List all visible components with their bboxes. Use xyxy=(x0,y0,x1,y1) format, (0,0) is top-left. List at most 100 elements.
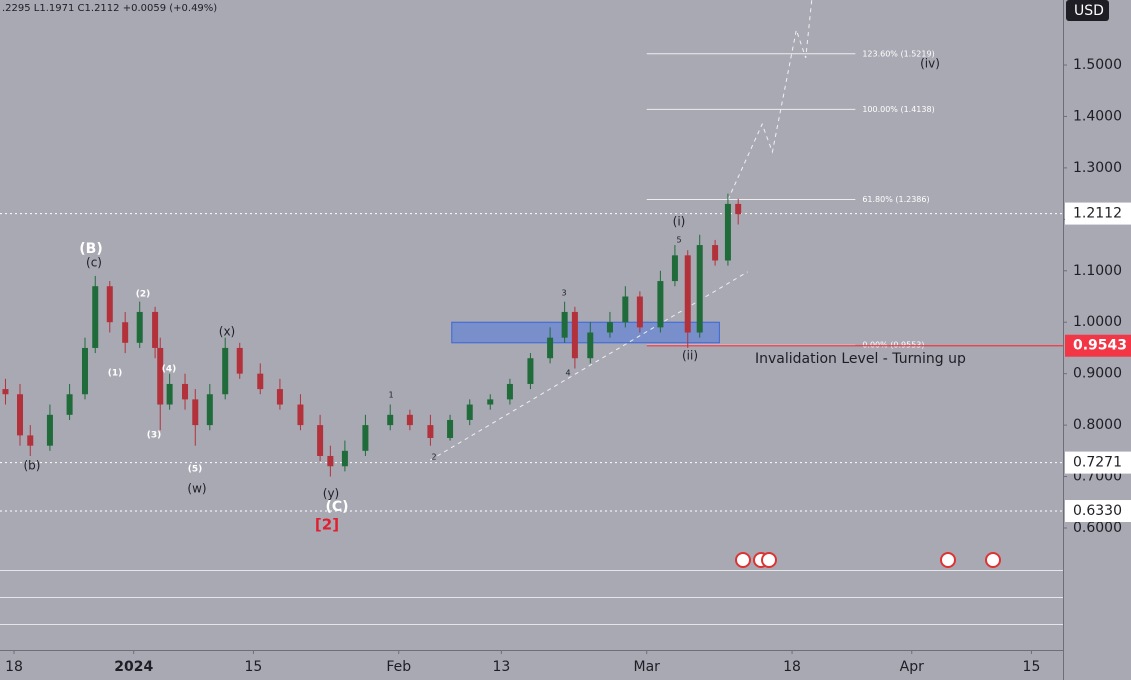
candle xyxy=(622,286,629,328)
candle xyxy=(387,404,394,431)
candle-body xyxy=(735,203,742,215)
candle xyxy=(327,445,334,477)
wave-label: 1 xyxy=(388,391,393,400)
candle xyxy=(317,414,324,462)
wave-label: (i) xyxy=(673,215,686,229)
candle xyxy=(182,373,189,410)
candle-body xyxy=(166,383,173,405)
candle-body xyxy=(92,286,99,348)
y-tick-label: 0.8000 xyxy=(1073,417,1122,433)
candle-body xyxy=(487,399,494,405)
x-tick-label: 18 xyxy=(5,659,23,675)
candle xyxy=(487,394,494,410)
wave-label: (b) xyxy=(24,459,41,473)
candle-body xyxy=(387,414,394,426)
candle-body xyxy=(46,414,53,446)
candle-body xyxy=(297,404,304,426)
wave-label: (w) xyxy=(187,482,206,496)
price-tag: 0.6330 xyxy=(1073,503,1122,519)
candle xyxy=(362,414,369,456)
fib-label: 100.00% (1.4138) xyxy=(862,105,934,114)
event-icon[interactable] xyxy=(761,552,777,568)
candle xyxy=(506,378,513,405)
candle xyxy=(657,270,664,333)
candle xyxy=(81,337,88,400)
candle xyxy=(447,414,454,441)
candle xyxy=(696,234,703,338)
candle xyxy=(27,425,34,456)
candle-body xyxy=(684,255,691,333)
candle-body xyxy=(122,322,129,343)
candle xyxy=(257,363,264,395)
candle-body xyxy=(182,383,189,400)
x-tick-label: Feb xyxy=(386,659,411,675)
candle xyxy=(606,311,613,338)
candle-body xyxy=(27,435,34,446)
candle-body xyxy=(696,245,703,333)
currency-box xyxy=(1066,0,1109,21)
wave-label: (C) xyxy=(325,499,348,515)
candle-body xyxy=(571,311,578,359)
candle xyxy=(2,378,9,405)
event-icon[interactable] xyxy=(735,552,751,568)
candle-body xyxy=(206,394,213,426)
candle-body xyxy=(222,347,229,395)
y-tick-label: 1.0000 xyxy=(1073,314,1122,330)
wave-label: (3) xyxy=(147,431,162,441)
candle xyxy=(406,409,413,431)
wave-label: (B) xyxy=(79,241,102,257)
candle xyxy=(712,239,719,266)
candle-body xyxy=(341,450,348,467)
trend-line xyxy=(430,271,748,461)
candle xyxy=(547,327,554,364)
projection-path xyxy=(727,0,813,201)
candle xyxy=(206,383,213,431)
price-tag-box xyxy=(1065,334,1131,357)
x-tick-label: 18 xyxy=(783,659,801,675)
candle-body xyxy=(276,389,283,405)
candle xyxy=(46,404,53,451)
candle-body xyxy=(657,281,664,328)
y-tick-label: 1.5000 xyxy=(1073,57,1122,73)
fib-label: 61.80% (1.2386) xyxy=(862,195,929,204)
x-tick-label: Mar xyxy=(633,659,660,675)
wave-label: (c) xyxy=(86,256,102,270)
wave-label: (5) xyxy=(188,465,203,475)
event-icon[interactable] xyxy=(985,552,1001,568)
wave-label: [2] xyxy=(315,516,339,534)
candle xyxy=(92,275,99,354)
candle-body xyxy=(327,455,334,467)
candle xyxy=(17,383,24,446)
y-tick-label: 1.4000 xyxy=(1073,108,1122,124)
candle xyxy=(122,311,129,354)
candle-body xyxy=(527,358,534,384)
x-tick-label: Apr xyxy=(900,659,924,675)
candle xyxy=(166,373,173,410)
candle xyxy=(276,378,283,410)
candle-body xyxy=(622,296,629,323)
event-icon[interactable] xyxy=(940,552,956,568)
candle xyxy=(671,245,678,287)
wave-label: Invalidation Level - Turning up xyxy=(755,351,966,367)
candle-body xyxy=(362,425,369,451)
candle-body xyxy=(192,399,199,426)
candle-body xyxy=(66,394,73,415)
candle-body xyxy=(317,425,324,456)
candle xyxy=(724,193,731,266)
currency: USD xyxy=(1074,3,1104,19)
fib-label: 123.60% (1.5219) xyxy=(862,49,934,58)
candle xyxy=(427,414,434,446)
candle xyxy=(527,353,534,390)
candle xyxy=(106,281,113,333)
candle xyxy=(297,394,304,431)
event-icons[interactable] xyxy=(735,552,1001,568)
wave-label: 2 xyxy=(431,453,436,462)
candle-body xyxy=(81,347,88,395)
candle-body xyxy=(506,383,513,400)
price-tag-box xyxy=(1065,500,1131,523)
candle-body xyxy=(2,389,9,395)
candle-body xyxy=(671,255,678,282)
price-tag: 0.9543 xyxy=(1073,338,1127,354)
